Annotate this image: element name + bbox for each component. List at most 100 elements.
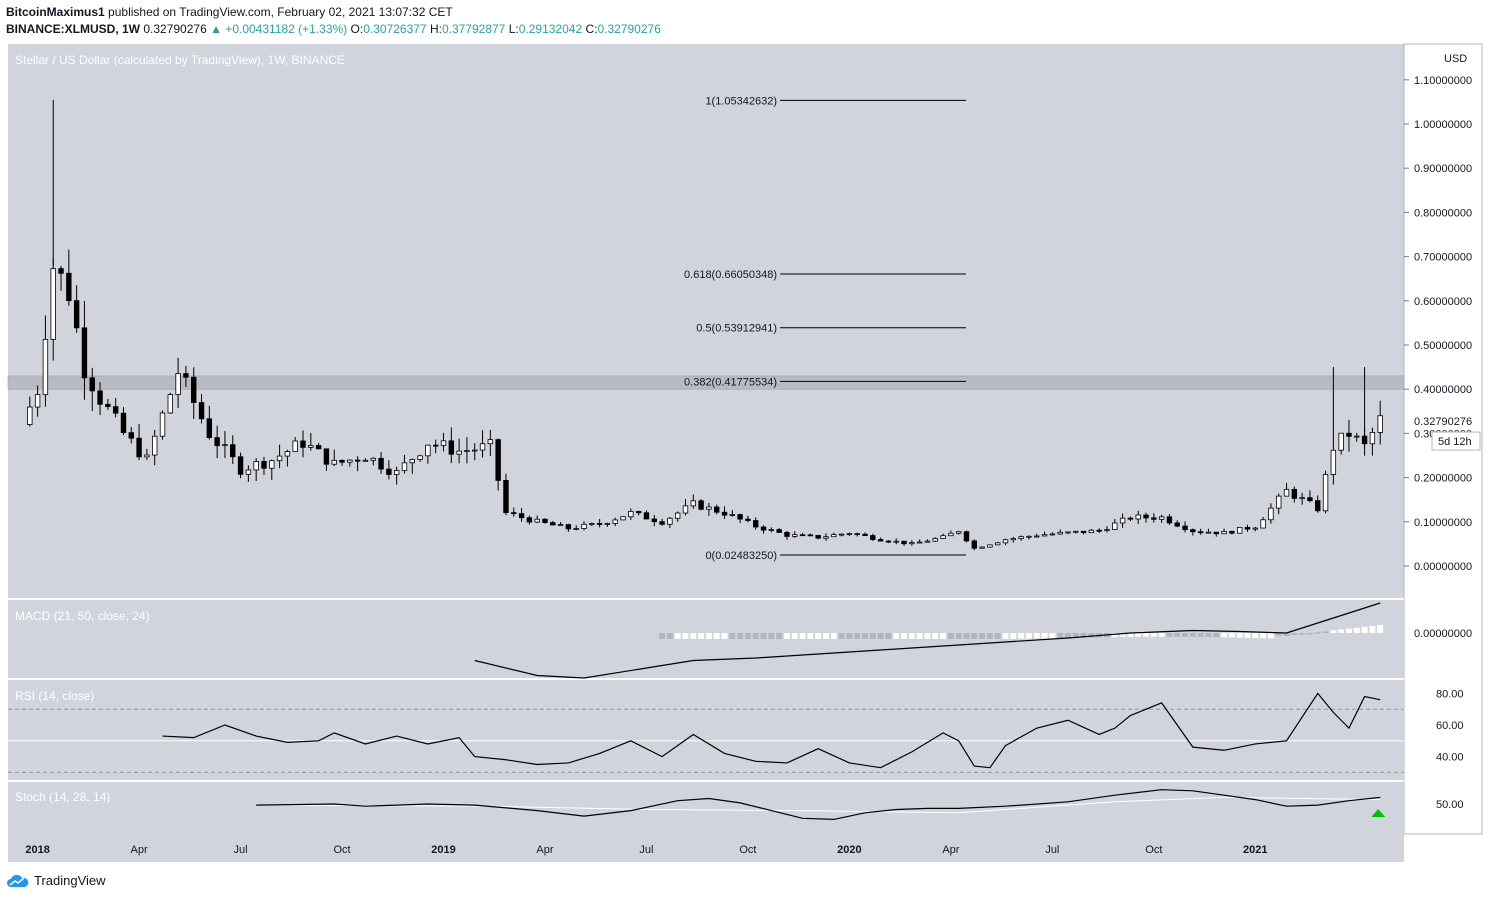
candle-body: [425, 444, 431, 457]
candle-body: [479, 443, 486, 451]
candle-body: [191, 376, 197, 403]
candle-body: [745, 518, 751, 521]
candle-body: [393, 470, 400, 475]
candle-body: [1073, 530, 1079, 533]
macd-histogram-bar: [947, 633, 954, 639]
macd-histogram-bar: [1064, 633, 1071, 639]
tradingview-cloud-icon: [7, 874, 29, 887]
candle-body: [1018, 536, 1024, 539]
candle-body: [1221, 530, 1227, 535]
candle-body: [261, 461, 267, 469]
macd-histogram-bar: [979, 633, 986, 639]
candle-body: [620, 516, 626, 521]
author-name[interactable]: BitcoinMaximus1: [6, 5, 105, 19]
macd-histogram-bar: [682, 633, 689, 639]
candle-body: [511, 512, 517, 515]
macd-histogram-bar: [1252, 633, 1259, 639]
candle-body: [1354, 435, 1360, 438]
candle-body: [565, 524, 572, 530]
candle-body: [1057, 531, 1063, 535]
low-label: L:: [508, 22, 519, 36]
candle-body: [784, 532, 790, 537]
candle-body: [1322, 474, 1329, 512]
candle-body: [495, 439, 501, 481]
candle-body: [167, 394, 174, 414]
candle-body: [799, 534, 806, 537]
candle-body: [1236, 526, 1243, 534]
candle-body: [1174, 522, 1180, 527]
candle-body: [1096, 529, 1102, 532]
candle-body: [1346, 432, 1352, 437]
macd-histogram-bar: [1213, 633, 1220, 638]
candle-body: [1252, 527, 1259, 530]
macd-histogram-bar: [791, 633, 798, 639]
macd-histogram-bar: [1353, 627, 1360, 633]
candle-body: [635, 511, 642, 514]
rsi-axis-label: 80.00: [1436, 688, 1464, 700]
candle-body: [433, 444, 439, 447]
macd-histogram-bar: [854, 633, 861, 639]
close-label: C:: [585, 22, 598, 36]
candle-body: [526, 517, 533, 523]
tradingview-brand[interactable]: TradingView: [34, 873, 106, 888]
candle-body: [464, 450, 470, 452]
time-axis-label: Jul: [1045, 844, 1059, 856]
macd-histogram-bar: [971, 633, 978, 639]
countdown-label: 5d 12h: [1438, 436, 1472, 448]
fib-level-label: 0.382(0.41775534): [684, 376, 777, 388]
candle-body: [573, 528, 579, 530]
macd-histogram-bar: [1236, 633, 1243, 638]
candle-body: [97, 390, 103, 405]
time-axis-label: 2020: [837, 844, 861, 856]
macd-histogram-bar: [721, 633, 728, 639]
candle-body: [1307, 497, 1313, 502]
macd-histogram-bar: [698, 633, 705, 639]
macd-histogram-bar: [1275, 633, 1282, 636]
currency-label: USD: [1444, 53, 1467, 65]
candle-body: [674, 512, 681, 519]
macd-histogram-bar: [1197, 633, 1204, 637]
price-tick-label: 0.70000000: [1414, 252, 1472, 264]
candle-body: [1244, 526, 1251, 530]
last-price-label: 0.32790276: [1414, 416, 1472, 428]
candle-body: [838, 533, 845, 536]
candle-body: [690, 500, 696, 507]
candle-body: [557, 524, 564, 527]
candle-body: [995, 542, 1001, 546]
macd-histogram-bar: [963, 633, 970, 639]
candle-body: [331, 459, 337, 465]
price-tick-label: 0.00000000: [1414, 561, 1472, 573]
macd-histogram-bar: [1361, 626, 1368, 633]
macd-histogram-bar: [737, 633, 744, 639]
macd-histogram-bar: [1189, 633, 1196, 637]
candle-body: [1205, 531, 1212, 534]
candle-body: [214, 437, 220, 447]
candle-body: [643, 512, 650, 520]
candle-body: [409, 459, 415, 464]
candle-body: [901, 540, 907, 545]
candle-body: [300, 440, 306, 448]
macd-histogram-bar: [822, 633, 829, 639]
candle-body: [534, 518, 540, 523]
candle-body: [323, 448, 330, 465]
candle-body: [1315, 500, 1321, 512]
candle-body: [1002, 539, 1009, 544]
candle-body: [253, 461, 259, 471]
candle-body: [854, 533, 860, 536]
candle-body: [159, 412, 166, 437]
macd-histogram-bar: [1377, 625, 1384, 633]
time-axis-label: 2021: [1243, 844, 1267, 856]
macd-histogram-bar: [1049, 633, 1056, 639]
candle-body: [175, 373, 181, 396]
candle-body: [628, 511, 634, 518]
macd-histogram-bar: [1080, 633, 1087, 638]
macd-histogram-bar: [1322, 631, 1329, 633]
candle-body: [354, 459, 361, 462]
candle-body: [760, 526, 767, 531]
macd-histogram-bar: [994, 633, 1001, 639]
candle-body: [315, 445, 322, 450]
macd-histogram-bar: [1205, 633, 1212, 637]
candle-body: [721, 511, 728, 516]
candle-body: [120, 412, 127, 434]
